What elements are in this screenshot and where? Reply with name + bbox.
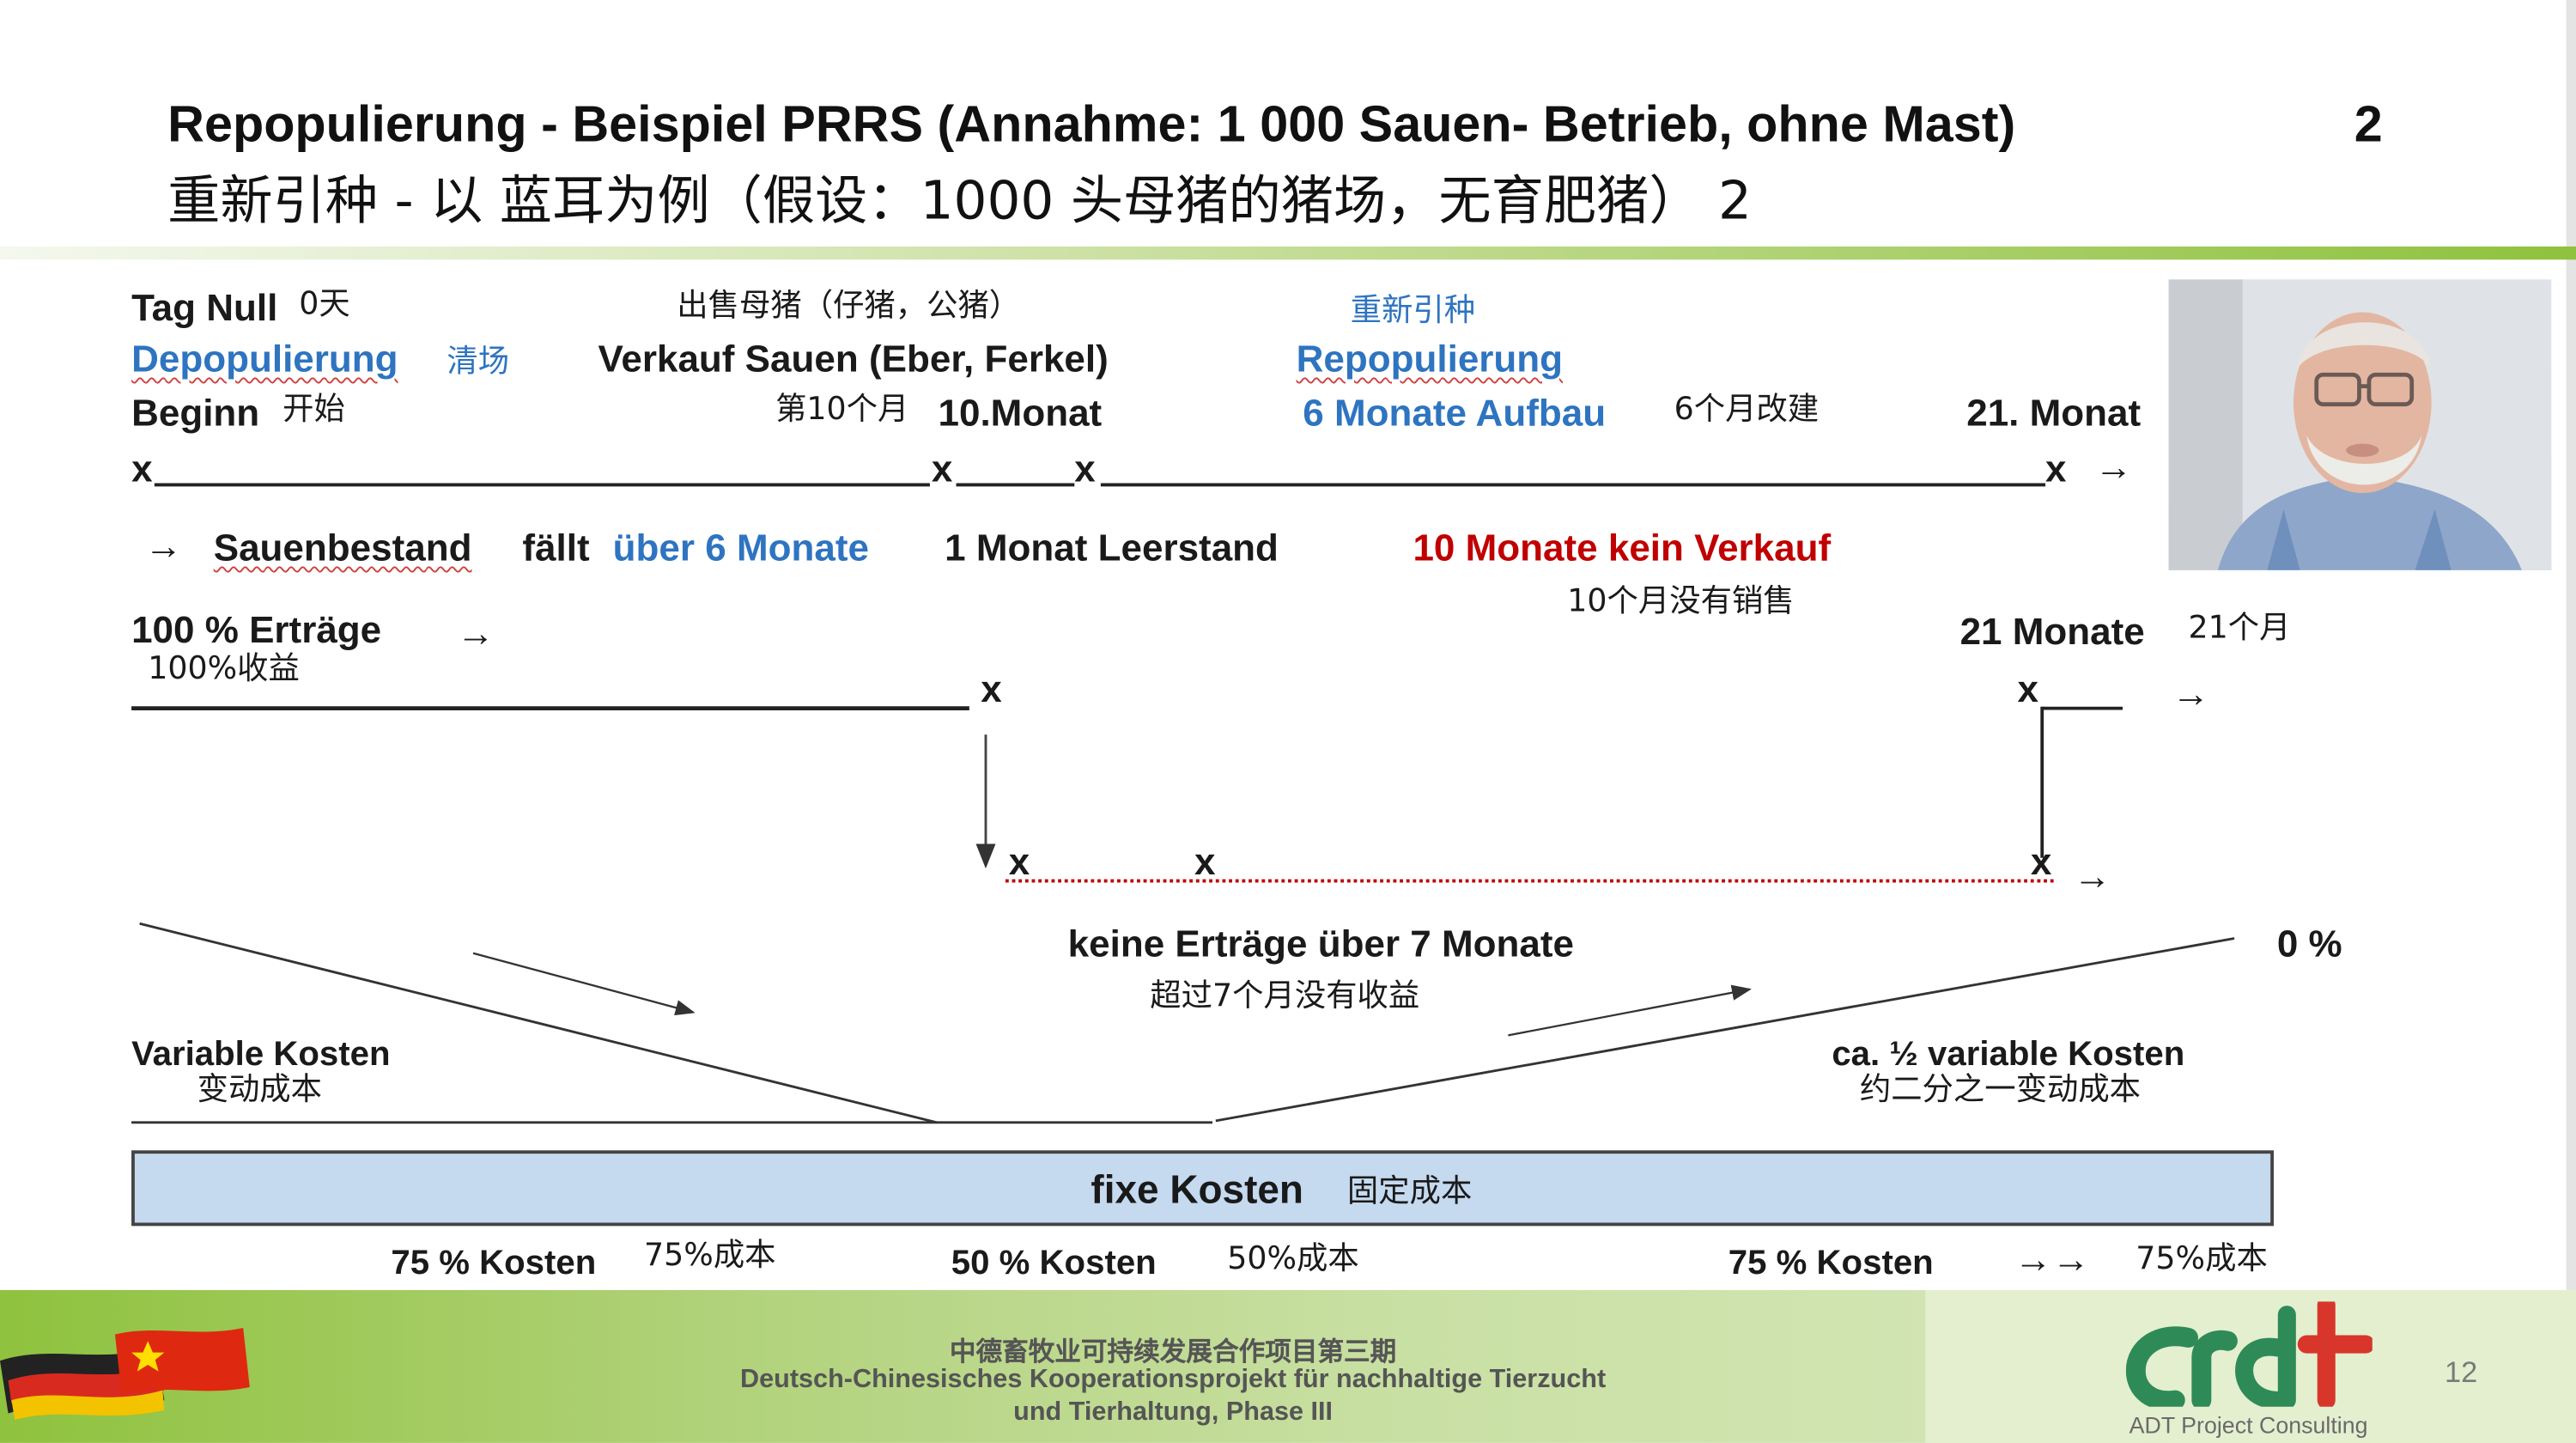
marker-x-zero-start: x xyxy=(1008,839,1030,883)
label-full-revenue-zh: 100%收益 xyxy=(148,650,300,687)
label-full-revenue: 100 % Erträge xyxy=(131,607,382,651)
arrow-revenue: → xyxy=(456,611,495,655)
label-month10: 10.Monat xyxy=(938,391,1103,435)
label-zero-percent: 0 % xyxy=(2276,922,2342,965)
label-falls: fällt xyxy=(522,526,590,569)
marker-x-start: x xyxy=(131,447,153,490)
marker-x-month10: x xyxy=(931,447,953,490)
label-50-costs: 50 % Kosten xyxy=(951,1244,1157,1282)
label-half-variable-costs-zh: 约二分之一变动成本 xyxy=(1859,1071,2142,1108)
variable-costs-rise xyxy=(1215,937,2235,1123)
footer-text-zh: 中德畜牧业可持续发展合作项目第三期 xyxy=(949,1339,1397,1367)
label-no-sale: 10 Monate kein Verkauf xyxy=(1413,526,1832,569)
label-21-months: 21 Monate xyxy=(1959,609,2145,653)
marker-x-zero-mid: x xyxy=(1194,839,1216,883)
label-no-sale-zh: 10个月没有销售 xyxy=(1567,583,1795,620)
label-half-variable-costs: ca. ½ variable Kosten xyxy=(1832,1035,2185,1074)
marker-x-repop: x xyxy=(1074,447,1096,490)
label-vacancy: 1 Monat Leerstand xyxy=(945,526,1279,569)
label-sale: Verkauf Sauen (Eber, Ferkel) xyxy=(598,337,1109,380)
label-day-zero: Tag Null xyxy=(131,285,278,329)
flags-icon xyxy=(0,1327,250,1421)
label-depopulation-zh: 清场 xyxy=(447,343,510,380)
arrow-timeline-end: → xyxy=(2094,445,2133,489)
label-month21: 21. Monat xyxy=(1966,391,2142,435)
decline-arrow xyxy=(472,952,696,1016)
title-divider xyxy=(0,246,2576,260)
footer-text-de-2: und Tierhaltung, Phase III xyxy=(1013,1398,1334,1427)
label-fixed-costs-zh: 固定成本 xyxy=(1346,1173,1473,1210)
label-variable-costs: Variable Kosten xyxy=(131,1035,391,1074)
arrow-double: →→ xyxy=(2014,1237,2090,1281)
label-begin-zh: 开始 xyxy=(283,391,345,428)
label-no-revenue-zh: 超过7个月没有收益 xyxy=(1150,977,1420,1014)
label-fixed-costs: fixe Kosten xyxy=(1091,1168,1303,1214)
label-begin: Beginn xyxy=(131,391,260,435)
label-aufbau-zh: 6个月改建 xyxy=(1674,391,1820,428)
marker-x-revenue-drop: x xyxy=(981,667,1002,710)
webcam-video[interactable] xyxy=(2168,279,2552,570)
label-50-costs-zh: 50%成本 xyxy=(1227,1240,1359,1277)
variable-costs-decline xyxy=(139,922,937,1124)
slide-title-de: Repopulierung - Beispiel PRRS (Annahme: … xyxy=(167,94,2016,153)
label-sale-zh: 出售母猪（仔猪，公猪） xyxy=(677,287,1021,324)
label-depopulation: Depopulierung xyxy=(131,337,398,380)
label-75-costs-left-zh: 75%成本 xyxy=(644,1237,776,1274)
window-edge xyxy=(2566,0,2576,1443)
footer-company: ADT Project Consulting xyxy=(2129,1411,2368,1439)
label-day-zero-zh: 0天 xyxy=(299,285,350,323)
footer-text-de-1: Deutsch-Chinesisches Kooperationsprojekt… xyxy=(740,1365,1607,1394)
label-sow-stock: Sauenbestand xyxy=(213,526,472,569)
marker-x-revenue-recover: x xyxy=(2017,667,2039,710)
page-number: 12 xyxy=(2444,1355,2478,1389)
slide-title-number: 2 xyxy=(2354,94,2383,153)
label-75-costs-right-zh: 75%成本 xyxy=(2136,1240,2268,1277)
label-repopulation-zh: 重新引种 xyxy=(1350,292,1476,329)
label-75-costs-right: 75 % Kosten xyxy=(1728,1244,1934,1282)
label-variable-costs-zh: 变动成本 xyxy=(197,1071,323,1108)
label-21-months-zh: 21个月 xyxy=(2188,609,2291,646)
arrow-zero-end: → xyxy=(2073,854,2111,898)
label-75-costs-left: 75 % Kosten xyxy=(391,1244,597,1282)
presenter-image xyxy=(2168,279,2552,570)
arrow-revenue-recover: → xyxy=(2172,672,2210,715)
label-no-revenue: keine Erträge über 7 Monate xyxy=(1067,922,1575,965)
label-aufbau: 6 Monate Aufbau xyxy=(1303,391,1607,435)
adt-logo-icon xyxy=(2125,1301,2372,1407)
label-over-6-months: über 6 Monate xyxy=(612,526,869,569)
marker-x-month21: x xyxy=(2045,447,2067,490)
fixed-costs-bar: fixe Kosten 固定成本 xyxy=(131,1150,2275,1227)
rise-arrow xyxy=(1508,984,1752,1037)
slide-title-zh: 重新引种 - 以 蓝耳为例（假设：1000 头母猪的猪场，无育肥猪） 2 xyxy=(167,169,1752,232)
arrow-phase: → xyxy=(144,524,183,568)
label-repopulation: Repopulierung xyxy=(1296,337,1564,380)
label-month10-zh: 第10个月 xyxy=(775,391,909,428)
